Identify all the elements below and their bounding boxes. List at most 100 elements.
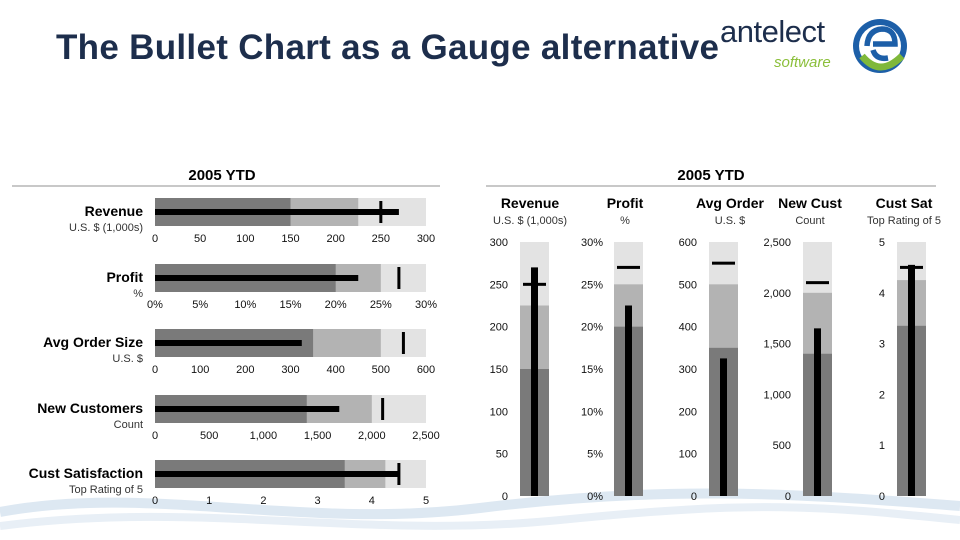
- v-tick-label: 100: [679, 449, 697, 461]
- v-tick-label: 4: [879, 288, 885, 300]
- h-target-marker: [379, 201, 383, 223]
- h-target-marker: [401, 332, 405, 354]
- v-tick-label: 400: [679, 322, 697, 334]
- v-column-label: Profit: [607, 195, 644, 211]
- v-tick-label: 0: [879, 491, 885, 503]
- v-tick-label: 600: [679, 237, 697, 249]
- h-tick-label: 1,000: [250, 430, 278, 442]
- v-tick-label: 500: [679, 279, 697, 291]
- v-tick-label: 15%: [581, 364, 603, 376]
- h-target-marker: [381, 398, 385, 420]
- v-value-bar: [814, 328, 821, 496]
- h-tick-label: 4: [369, 495, 375, 507]
- v-target-marker: [523, 282, 546, 286]
- h-tick-label: 300: [417, 233, 435, 245]
- v-tick-label: 5: [879, 237, 885, 249]
- v-column-label: Cust Sat: [876, 195, 933, 211]
- h-row-label: Cust Satisfaction: [29, 465, 143, 481]
- v-target-marker: [617, 265, 640, 269]
- v-tick-label: 0: [691, 491, 697, 503]
- h-row-label: New Customers: [37, 400, 143, 416]
- h-value-bar: [155, 275, 359, 281]
- h-tick-label: 2: [260, 495, 266, 507]
- v-column-label: Avg Order: [696, 195, 764, 211]
- v-column-sublabel: %: [620, 215, 630, 227]
- v-tick-label: 2,500: [763, 237, 791, 249]
- h-tick-label: 0: [152, 430, 158, 442]
- h-tick-label: 3: [315, 495, 321, 507]
- v-target-marker: [806, 281, 829, 285]
- h-tick-label: 0%: [147, 299, 163, 311]
- v-tick-label: 0: [785, 491, 791, 503]
- v-column-sublabel: U.S. $: [715, 215, 746, 227]
- h-row-label: Avg Order Size: [43, 334, 143, 350]
- h-tick-label: 20%: [325, 299, 347, 311]
- h-tick-label: 0: [152, 495, 158, 507]
- h-tick-label: 50: [194, 233, 206, 245]
- v-chart-title: 2005 YTD: [677, 167, 744, 184]
- v-tick-label: 300: [490, 237, 508, 249]
- v-tick-label: 50: [496, 449, 508, 461]
- logo-subtitle: software: [774, 54, 831, 71]
- v-tick-label: 2,000: [763, 288, 791, 300]
- h-tick-label: 1,500: [304, 430, 332, 442]
- h-value-bar: [155, 471, 399, 477]
- v-tick-label: 100: [490, 406, 508, 418]
- h-chart-title: 2005 YTD: [188, 167, 255, 184]
- v-tick-label: 1,000: [763, 389, 791, 401]
- v-tick-label: 2: [879, 389, 885, 401]
- v-tick-label: 500: [773, 440, 791, 452]
- v-tick-label: 300: [679, 364, 697, 376]
- v-tick-label: 10%: [581, 406, 603, 418]
- v-column-sublabel: Top Rating of 5: [867, 215, 941, 227]
- h-row-label: Revenue: [85, 203, 144, 219]
- v-tick-label: 25%: [581, 279, 603, 291]
- h-row-label: Profit: [106, 269, 143, 285]
- v-column-label: Revenue: [501, 195, 560, 211]
- v-tick-label: 20%: [581, 322, 603, 334]
- h-target-marker: [397, 463, 401, 485]
- v-tick-label: 0%: [587, 491, 603, 503]
- h-tick-label: 200: [236, 364, 254, 376]
- h-tick-label: 30%: [415, 299, 437, 311]
- v-tick-label: 3: [879, 339, 885, 351]
- company-logo: antelect software: [716, 14, 916, 78]
- h-tick-label: 150: [281, 233, 299, 245]
- v-tick-label: 1: [879, 440, 885, 452]
- h-row-sublabel: Top Rating of 5: [69, 484, 143, 496]
- h-tick-label: 5%: [192, 299, 208, 311]
- h-value-bar: [155, 340, 302, 346]
- h-tick-label: 15%: [279, 299, 301, 311]
- logo-e-icon: [853, 19, 907, 73]
- v-column-label: New Cust: [778, 195, 842, 211]
- h-tick-label: 300: [281, 364, 299, 376]
- h-tick-label: 0: [152, 364, 158, 376]
- slide-title: The Bullet Chart as a Gauge alternative: [56, 28, 720, 67]
- h-tick-label: 500: [372, 364, 390, 376]
- h-tick-label: 250: [372, 233, 390, 245]
- h-value-bar: [155, 406, 340, 412]
- v-value-bar: [720, 358, 727, 496]
- v-target-marker: [712, 261, 735, 265]
- v-target-marker: [900, 265, 923, 269]
- h-target-marker: [397, 267, 401, 289]
- h-tick-label: 25%: [370, 299, 392, 311]
- v-value-bar: [908, 264, 915, 496]
- h-tick-label: 5: [423, 495, 429, 507]
- h-tick-label: 10%: [234, 299, 256, 311]
- h-tick-label: 100: [191, 364, 209, 376]
- h-tick-label: 200: [326, 233, 344, 245]
- h-tick-label: 600: [417, 364, 435, 376]
- v-column-sublabel: U.S. $ (1,000s): [493, 215, 567, 227]
- v-tick-label: 1,500: [763, 339, 791, 351]
- v-tick-label: 150: [490, 364, 508, 376]
- v-tick-label: 0: [502, 491, 508, 503]
- v-value-bar: [625, 305, 632, 496]
- v-tick-label: 30%: [581, 237, 603, 249]
- h-tick-label: 400: [326, 364, 344, 376]
- v-tick-label: 250: [490, 279, 508, 291]
- v-tick-label: 200: [679, 406, 697, 418]
